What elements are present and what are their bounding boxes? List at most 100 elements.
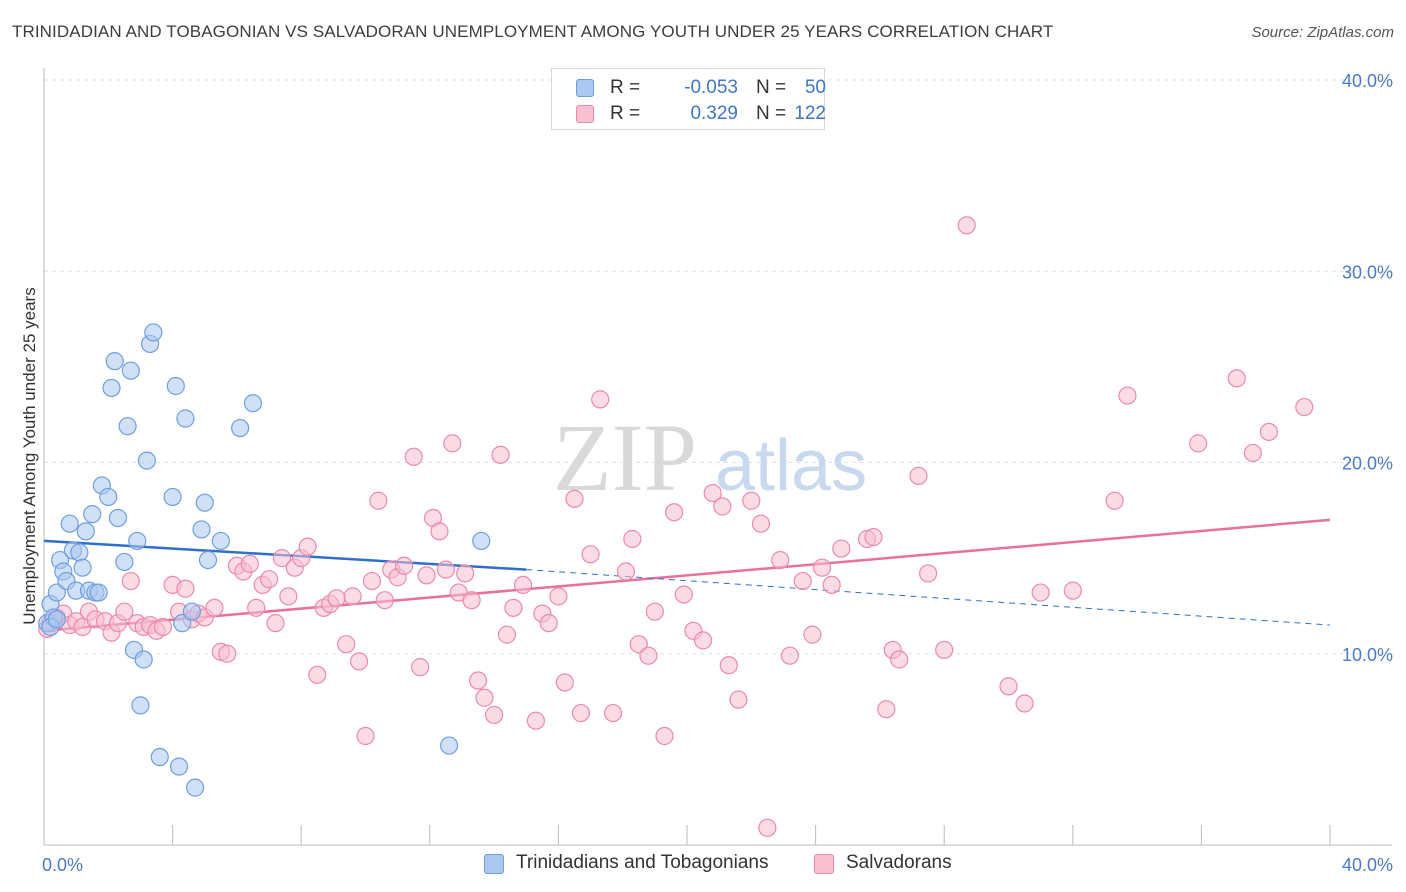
legend-n-label: N =: [756, 103, 787, 124]
trinidadian-point: [131, 696, 150, 715]
y-tick-label: 40.0%: [1342, 71, 1393, 91]
salvadoran-point: [555, 673, 574, 692]
salvadoran-point: [591, 390, 610, 409]
legend-swatch-salvadoran: [576, 105, 594, 123]
salvadoran-point: [205, 598, 224, 617]
y-tick-label: 10.0%: [1342, 645, 1393, 665]
salvadoran-point: [645, 602, 664, 621]
salvadoran-point: [218, 644, 237, 663]
salvadoran-point: [436, 560, 455, 579]
salvadoran-point: [1189, 434, 1208, 453]
salvadoran-point: [703, 484, 722, 503]
x-tick-label: 0.0%: [42, 855, 83, 875]
trinidadian-point: [192, 520, 211, 539]
series-legend: Trinidadians and Tobagonians Salvadorans: [0, 852, 1406, 878]
salvadoran-point: [485, 705, 504, 725]
series-label-trinidadian: Trinidadians and Tobagonians: [516, 852, 769, 873]
trinidadian-point: [60, 514, 79, 533]
salvadoran-point: [655, 726, 674, 746]
trinidadian-point: [176, 409, 195, 428]
data-points: [38, 216, 1314, 837]
salvadoran-point: [266, 614, 285, 633]
x-tick-label: 40.0%: [1342, 855, 1393, 875]
salvadoran-point: [639, 646, 658, 665]
salvadoran-point: [751, 514, 771, 533]
salvadoran-point: [780, 646, 799, 665]
salvadoran-point: [549, 587, 568, 606]
trinidadian-point: [118, 417, 137, 436]
salvadoran-point: [417, 566, 436, 585]
salvadoran-point: [674, 585, 693, 604]
legend-n-value: 122: [794, 103, 826, 124]
trinidadian-point: [83, 505, 102, 524]
y-tick-label: 30.0%: [1342, 262, 1393, 282]
salvadoran-point: [404, 447, 423, 466]
salvadoran-point: [719, 656, 738, 675]
salvadoran-point: [565, 489, 584, 508]
trinidadian-point: [439, 736, 459, 755]
gridlines: [44, 79, 1392, 655]
salvadoran-point: [497, 625, 517, 644]
series-label-salvadoran: Salvadorans: [846, 852, 952, 873]
salvadoran-point: [603, 703, 623, 723]
salvadoran-point: [571, 703, 591, 723]
salvadoran-point: [812, 558, 832, 577]
trinidadian-point: [150, 747, 169, 767]
salvadoran-point: [999, 677, 1018, 696]
salvadoran-point: [526, 711, 545, 730]
salvadoran-point: [259, 570, 279, 589]
tick-labels: 10.0% 20.0% 30.0% 40.0% 0.0% 40.0%: [42, 71, 1393, 875]
salvadoran-point: [343, 587, 362, 606]
salvadoran-point: [375, 591, 394, 610]
salvadoran-point: [1227, 369, 1246, 388]
salvadoran-point: [742, 491, 761, 510]
salvadoran-point: [337, 635, 356, 654]
salvadoran-point: [957, 216, 976, 235]
trinidadian-point: [137, 451, 156, 470]
salvadoran-point: [803, 625, 822, 644]
salvadoran-point: [504, 598, 523, 617]
salvadoran-point: [308, 665, 327, 684]
salvadoran-point: [832, 539, 851, 558]
watermark: ZIP atlas: [553, 404, 867, 511]
trinidadian-point: [102, 378, 121, 398]
salvadoran-point: [456, 564, 475, 583]
salvadoran-point: [349, 652, 369, 671]
trinidadian-point: [195, 493, 214, 512]
trinidadian-point: [186, 778, 205, 797]
trinidadian-point: [76, 522, 95, 541]
trinidadian-point: [105, 352, 124, 371]
salvadoran-point: [1243, 443, 1262, 463]
trinidadian-point: [121, 361, 140, 380]
salvadoran-point: [1063, 581, 1082, 600]
salvadoran-point: [356, 726, 375, 746]
salvadoran-point: [279, 587, 298, 606]
salvadoran-point: [115, 602, 134, 621]
trinidadian-point: [99, 487, 118, 507]
salvadoran-point: [919, 564, 938, 583]
trinidadian-point: [89, 583, 108, 602]
salvadoran-point: [1105, 491, 1124, 510]
trinidadian-point: [144, 323, 163, 342]
salvadoran-point: [247, 598, 266, 617]
legend-r-label: R =: [610, 103, 641, 124]
salvadoran-point: [822, 575, 841, 595]
salvadoran-point: [877, 700, 896, 719]
salvadoran-point: [539, 614, 558, 633]
axes: [43, 68, 1392, 846]
salvadoran-point: [298, 537, 317, 556]
salvadoran-point: [935, 640, 954, 660]
trinidadian-trend-extension: [526, 569, 1331, 626]
salvadoran-point: [394, 556, 414, 575]
chart-title: TRINIDADIAN AND TOBAGONIAN VS SALVADORAN…: [12, 22, 1054, 41]
trinidadian-point: [163, 487, 182, 507]
trinidadian-point: [134, 650, 153, 669]
legend-r-label: R =: [610, 77, 641, 98]
salvadoran-point: [793, 571, 812, 591]
salvadoran-point: [864, 527, 883, 547]
series-swatch-trinidadian: [484, 854, 504, 874]
salvadoran-point: [369, 491, 388, 510]
trinidadian-point: [70, 543, 89, 562]
trinidadian-point: [472, 531, 491, 551]
